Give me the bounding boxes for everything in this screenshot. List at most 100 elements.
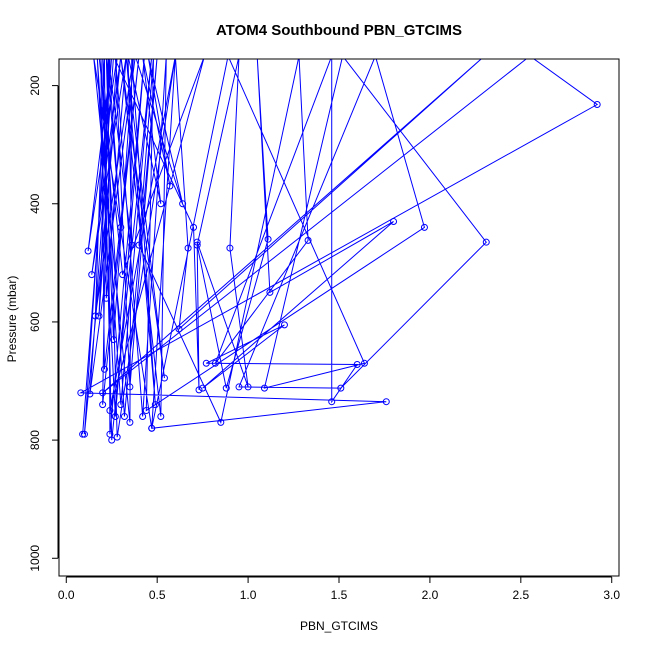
x-tick-label: 2.5: [512, 588, 529, 602]
y-axis-label: Pressure (mbar): [5, 276, 19, 363]
data-point: [166, 182, 174, 190]
x-tick-label: 3.0: [603, 588, 620, 602]
data-point: [382, 398, 390, 406]
data-point: [337, 384, 345, 392]
data-point: [91, 59, 96, 60]
data-point: [142, 59, 147, 60]
data-point: [193, 238, 201, 246]
data-point: [126, 59, 130, 60]
data-point: [190, 223, 198, 231]
data-point: [118, 59, 123, 60]
y-tick-label: 800: [28, 430, 42, 450]
data-point: [139, 412, 147, 420]
data-point: [106, 407, 114, 415]
data-point: [195, 386, 203, 394]
data-point: [108, 436, 116, 444]
data-point: [175, 325, 183, 333]
data-point: [113, 59, 118, 60]
data-point: [146, 59, 150, 60]
data-point: [202, 59, 207, 60]
data-point: [297, 59, 301, 60]
data-point: [237, 59, 241, 60]
data-point: [373, 59, 378, 60]
data-point: [226, 244, 234, 252]
data-point: [593, 101, 601, 108]
data-point: [155, 59, 160, 60]
data-point: [98, 59, 103, 60]
data-point: [104, 59, 109, 60]
x-tick-label: 0.5: [149, 588, 166, 602]
data-point: [99, 401, 107, 409]
data-point: [129, 59, 134, 60]
data-point: [142, 407, 150, 415]
data-point: [184, 244, 192, 252]
data-point: [157, 200, 165, 208]
data-point: [199, 384, 207, 392]
data-point: [117, 401, 125, 409]
data-point: [151, 59, 156, 60]
data-point: [482, 238, 490, 246]
data-point: [235, 383, 243, 391]
x-tick-label: 2.0: [422, 588, 439, 602]
data-point: [149, 59, 154, 60]
data-point: [173, 59, 178, 60]
data-point: [124, 59, 129, 60]
y-tick-label: 1000: [28, 545, 42, 572]
data-point: [80, 430, 88, 438]
y-tick-label: 200: [28, 75, 42, 95]
x-axis-label: PBN_GTCIMS: [300, 619, 378, 633]
data-point: [244, 383, 252, 391]
data-point: [482, 59, 487, 60]
y-axis: 200 400 600 800 1000: [28, 75, 59, 572]
series-line: [78, 59, 599, 441]
data-point: [106, 59, 110, 60]
data-point: [140, 59, 145, 60]
data-point: [106, 59, 110, 60]
data-point: [102, 294, 110, 302]
data-point: [173, 59, 178, 60]
data-point: [84, 247, 92, 255]
data-point: [353, 360, 361, 368]
data-point: [79, 430, 87, 438]
data-point: [528, 59, 532, 60]
y-tick-label: 400: [28, 193, 42, 213]
data-point: [109, 59, 114, 60]
data-point: [179, 200, 187, 208]
plot-area: [77, 59, 601, 444]
data-point: [217, 418, 225, 426]
data-point: [118, 59, 123, 60]
data-point: [99, 389, 107, 397]
data-point: [264, 235, 272, 243]
data-point: [119, 271, 127, 279]
data-point: [113, 433, 121, 441]
data-point: [77, 389, 85, 397]
data-point: [111, 59, 116, 60]
chart-title: ATOM4 Southbound PBN_GTCIMS: [216, 22, 462, 39]
data-point: [329, 59, 334, 60]
data-point: [110, 336, 118, 344]
data-point: [304, 236, 312, 244]
data-point: [160, 374, 168, 382]
data-point: [86, 390, 94, 398]
data-point: [115, 59, 120, 60]
data-point: [255, 59, 260, 60]
x-tick-label: 1.5: [331, 588, 348, 602]
data-point: [117, 223, 125, 231]
data-point: [126, 383, 134, 391]
data-point: [131, 59, 136, 60]
data-point: [126, 418, 134, 426]
plot-frame: [58, 58, 620, 577]
data-point: [340, 59, 345, 60]
data-point: [420, 223, 428, 231]
data-point: [124, 59, 129, 60]
data-point: [95, 312, 103, 320]
data-point: [226, 59, 230, 60]
data-point: [137, 59, 141, 60]
data-point: [151, 401, 159, 409]
data-point: [100, 365, 108, 373]
data-point: [193, 241, 201, 249]
data-point: [211, 359, 219, 367]
data-point: [360, 359, 368, 367]
data-point: [97, 59, 101, 60]
data-point: [111, 412, 119, 420]
